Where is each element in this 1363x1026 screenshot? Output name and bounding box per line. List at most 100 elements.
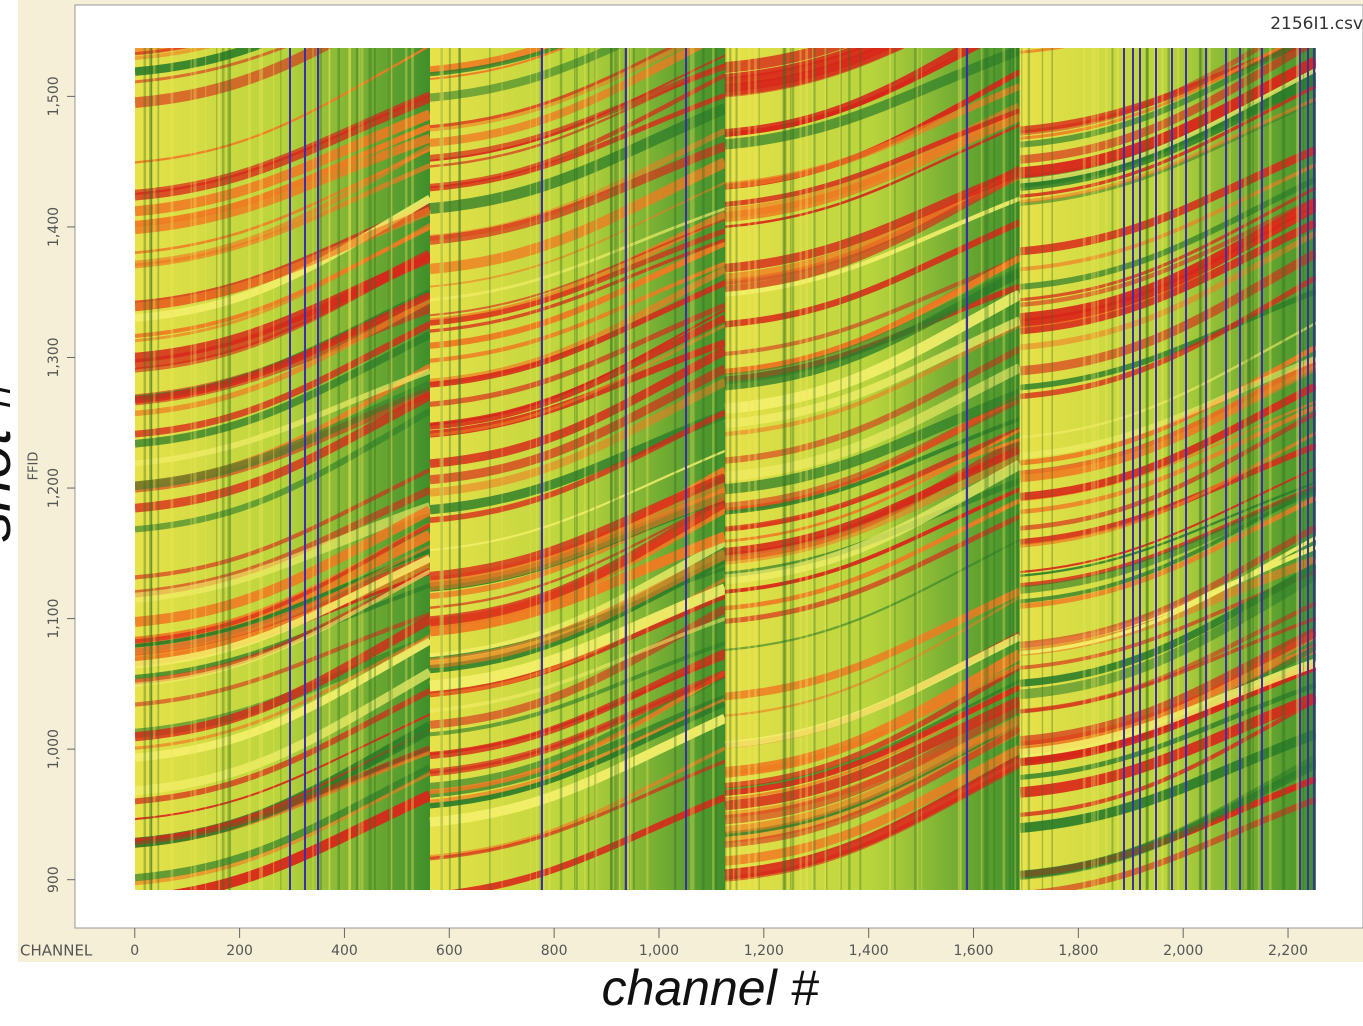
heat-stripe [135, 615, 433, 742]
heat-stripe [1019, 601, 1316, 714]
heat-stripe [135, 48, 332, 108]
heat-stripe [429, 449, 726, 552]
heat-stripe [135, 544, 431, 656]
heat-stripe [724, 289, 1023, 415]
heat-stripe [1019, 67, 1316, 184]
heat-stripe [1019, 56, 1316, 179]
heat-stripe [135, 109, 432, 217]
heat-stripe [1019, 562, 1316, 688]
heat-stripe [135, 468, 431, 580]
y-tick-label: 1,500 [46, 76, 62, 116]
heat-stripe [1019, 176, 1316, 290]
heat-stripe [429, 314, 727, 430]
heat-stripe [724, 219, 1022, 328]
heat-stripe [724, 256, 1021, 356]
heat-stripe [724, 111, 1023, 223]
x-annotation: channel # [602, 960, 820, 1016]
heat-stripe [429, 280, 727, 388]
x-tick-label: 2,000 [1163, 943, 1203, 959]
heat-stripe [429, 73, 727, 189]
heat-stripe [429, 228, 726, 326]
heat-stripe [1019, 344, 1316, 466]
heat-stripe [135, 48, 429, 164]
heat-stripe [1019, 186, 1316, 302]
x-tick-label: 200 [226, 943, 253, 959]
heat-stripe [724, 48, 846, 73]
heat-stripe [1019, 404, 1316, 515]
heat-stripe [429, 240, 727, 349]
heat-stripe [724, 48, 864, 80]
heat-stripe [135, 502, 432, 603]
heat-stripe [135, 713, 431, 821]
heat-stripe [135, 48, 287, 84]
heat-stripe [429, 649, 727, 760]
heat-stripe [724, 322, 1021, 437]
heat-stripe [724, 395, 1022, 511]
x-tick-label: 400 [331, 943, 358, 959]
heat-stripe [429, 181, 726, 288]
heat-stripe [1019, 682, 1316, 780]
heat-stripe [724, 755, 1023, 880]
heat-stripe [135, 48, 188, 55]
y-tick-label: 900 [46, 866, 62, 893]
heat-stripe [429, 583, 727, 692]
heat-stripe [429, 473, 727, 581]
heat-stripe [135, 408, 432, 533]
heat-stripe [1019, 146, 1316, 256]
heat-stripe [135, 634, 431, 750]
heat-stripe [1019, 230, 1316, 351]
heat-stripe [135, 123, 432, 227]
heat-stripe [429, 302, 727, 408]
heat-stripe [724, 171, 1022, 292]
heat-stripe [1019, 48, 1297, 148]
heat-stripe [429, 713, 727, 827]
heat-stripe [724, 108, 1021, 207]
heat-stripe [1019, 198, 1316, 322]
heat-stripe [429, 378, 727, 497]
heat-stripe [429, 48, 551, 74]
heat-stripe [1019, 467, 1316, 574]
heat-stripe [724, 346, 1022, 464]
heat-stripe [429, 54, 726, 162]
heat-stripe [429, 549, 728, 669]
heat-stripe [724, 460, 1023, 585]
heat-stripe [429, 497, 728, 627]
heat-stripe [135, 555, 432, 669]
heat-stripe [724, 316, 1022, 429]
heat-stripe [429, 48, 686, 132]
y-annotation: shot # [0, 378, 23, 542]
heat-stripe [724, 437, 1023, 562]
heat-stripe [1019, 627, 1316, 746]
heat-stripe [724, 363, 1023, 482]
x-tick-label: 800 [541, 943, 568, 959]
heat-stripe [135, 48, 263, 76]
heat-stripe [724, 454, 1022, 565]
heat-stripe [429, 103, 728, 215]
heat-stripe [1019, 97, 1316, 204]
heat-stripe [429, 48, 566, 81]
heat-stripe [1019, 288, 1316, 391]
heat-stripe [1031, 796, 1316, 890]
heat-stripe [1019, 249, 1316, 376]
heat-stripe [135, 321, 432, 438]
heat-stripe [135, 148, 431, 255]
heat-stripe [135, 505, 433, 627]
heat-stripe [724, 684, 1022, 796]
heat-stripe [450, 794, 727, 890]
heat-stripe [135, 144, 432, 267]
heat-stripe [724, 744, 1023, 866]
heat-stripe [1019, 692, 1316, 798]
heat-stripe [429, 497, 726, 609]
heat-stripe [1019, 524, 1316, 649]
heat-stripe [1019, 99, 1316, 206]
heat-stripe [724, 123, 1021, 229]
heat-stripe [724, 255, 1022, 376]
heat-stripe [1019, 431, 1316, 548]
x-tick-label: 0 [130, 943, 139, 959]
heat-stripe [724, 679, 1021, 791]
x-tick-label: 1,800 [1058, 943, 1098, 959]
heat-stripe [1019, 495, 1316, 609]
heat-stripe [724, 538, 1021, 651]
heat-stripe [135, 223, 431, 343]
